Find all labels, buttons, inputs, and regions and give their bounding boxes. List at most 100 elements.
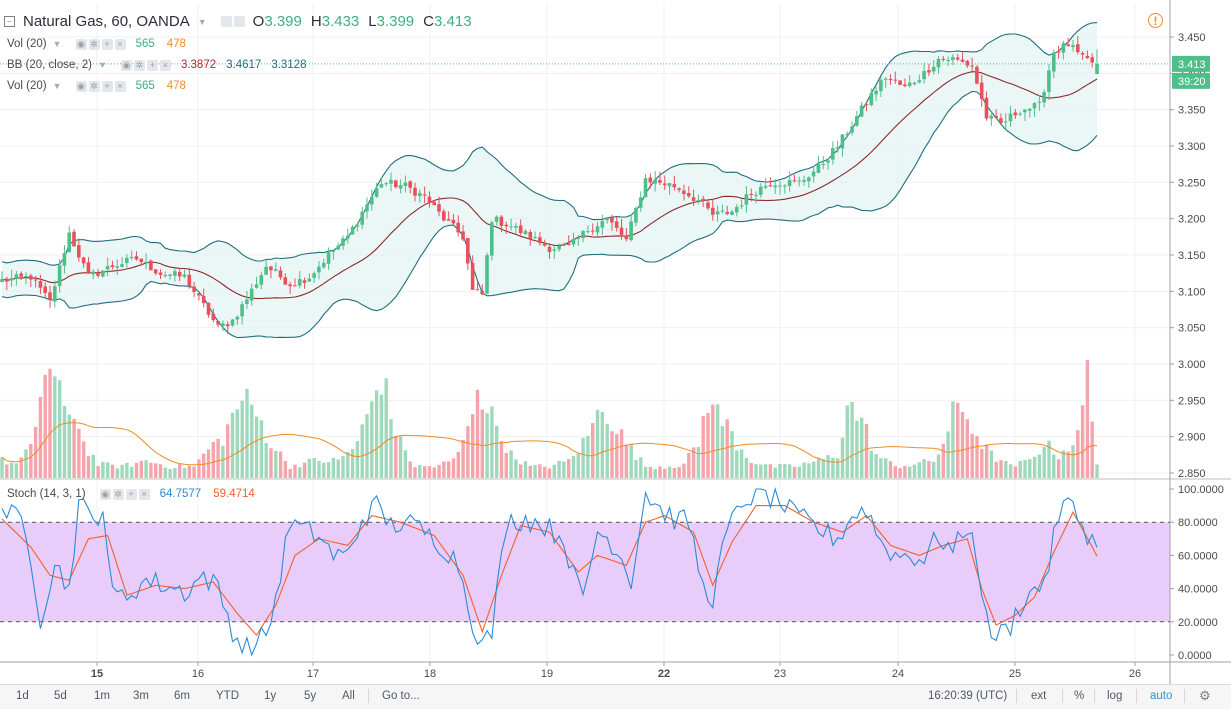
close-icon[interactable]: ×	[114, 80, 126, 92]
volume-bar	[125, 462, 129, 478]
candle-body	[14, 274, 19, 279]
eye-icon[interactable]: ◉	[120, 59, 132, 71]
symbol-title[interactable]: Natural Gas, 60, OANDA	[23, 13, 190, 30]
legend-vol-ma-value: 478	[166, 38, 186, 50]
auto-toggle[interactable]: auto	[1150, 690, 1173, 702]
warning-icon[interactable]: !	[1148, 13, 1163, 28]
volume-bar	[509, 450, 513, 478]
range-5d-button[interactable]: 5d	[54, 690, 67, 702]
price-tick-label: 2.850	[1178, 468, 1206, 480]
range-ytd-button[interactable]: YTD	[216, 690, 239, 702]
range-1y-button[interactable]: 1y	[264, 690, 277, 702]
volume-bar	[475, 389, 480, 478]
range-3m-button[interactable]: 3m	[133, 690, 149, 702]
eye-icon[interactable]: ◉	[75, 80, 87, 92]
settings-gear-icon[interactable]: ⚙	[1199, 688, 1211, 703]
ohlc-high-label: H	[310, 13, 322, 30]
eye-icon[interactable]: ◉	[75, 38, 87, 50]
collapse-icon[interactable]: −	[4, 16, 15, 27]
toolbar-divider	[1184, 689, 1185, 703]
volume-bar	[9, 462, 14, 478]
ext-toggle[interactable]: ext	[1031, 690, 1047, 702]
range-6m-button[interactable]: 6m	[174, 690, 190, 702]
candle-body	[245, 299, 249, 304]
percent-toggle[interactable]: %	[1074, 690, 1085, 702]
stoch-k-line	[1, 486, 1098, 657]
volume-bar	[1042, 447, 1046, 478]
range-all-button[interactable]: All	[342, 690, 355, 702]
dropdown-arrow-icon[interactable]: ▼	[98, 60, 107, 70]
candle-body	[667, 183, 672, 187]
dropdown-arrow-icon[interactable]: ▼	[52, 39, 62, 49]
volume-bar	[211, 442, 215, 478]
volume-bar	[984, 444, 989, 478]
volume-bar	[1061, 450, 1066, 478]
candle-body	[893, 79, 898, 81]
volume-bar	[187, 465, 191, 478]
candle-body	[571, 238, 576, 245]
volume-bar	[38, 397, 43, 478]
candle-body	[802, 180, 806, 182]
candle-body	[177, 272, 182, 277]
legend-vol-name[interactable]: Vol (20)	[7, 38, 47, 50]
settings-icon[interactable]	[233, 16, 245, 27]
candle-body	[297, 279, 302, 286]
candle-body	[696, 200, 701, 202]
candle-body	[725, 212, 729, 214]
range-1m-button[interactable]: 1m	[94, 690, 110, 702]
add-icon[interactable]: +	[101, 38, 113, 50]
candle-body	[975, 66, 979, 84]
goto-button[interactable]: Go to...	[382, 690, 420, 702]
candle-body	[360, 211, 364, 225]
volume-bar	[149, 462, 153, 478]
visibility-icon[interactable]	[220, 16, 232, 27]
dropdown-arrow-icon[interactable]: ▼	[52, 81, 62, 91]
close-icon[interactable]: ×	[138, 488, 150, 500]
candle-body	[81, 257, 86, 264]
close-icon[interactable]: ×	[114, 38, 126, 50]
volume-bar	[82, 441, 86, 478]
volume-bar	[144, 460, 148, 478]
candle-body	[168, 274, 172, 276]
legend-stoch[interactable]: Stoch (14, 3, 1) ◉ ✲ + × 64.7577 59.4714	[7, 488, 255, 500]
candle-body	[57, 265, 62, 286]
volume-bar	[1004, 461, 1008, 478]
volume-bar	[163, 467, 167, 478]
volume-bar	[192, 466, 196, 478]
candle-body	[341, 238, 345, 246]
add-icon[interactable]: +	[146, 59, 158, 71]
candle-body	[547, 246, 552, 252]
log-toggle[interactable]: log	[1107, 690, 1123, 702]
legend-bb-name[interactable]: BB (20, close, 2)	[7, 59, 93, 71]
candle-body	[682, 190, 686, 194]
volume-bar	[720, 426, 725, 478]
settings-icon[interactable]: ✲	[112, 488, 124, 500]
range-5y-button[interactable]: 5y	[304, 690, 317, 702]
add-icon[interactable]: +	[125, 488, 137, 500]
candle-body	[730, 211, 734, 215]
volume-bar	[586, 435, 590, 478]
dropdown-arrow-icon[interactable]: ▼	[197, 16, 207, 27]
add-icon[interactable]: +	[101, 80, 113, 92]
legend-stoch-name[interactable]: Stoch (14, 3, 1)	[7, 488, 86, 500]
legend-vol-2[interactable]: Vol (20) ▼ ◉ ✲ + × 565 478	[7, 80, 186, 92]
legend-bb[interactable]: BB (20, close, 2) ▼ ◉ ✲ + × 3.3872 3.4617 3.…	[7, 59, 307, 71]
legend-vol-name[interactable]: Vol (20)	[7, 80, 47, 92]
range-1d-button[interactable]: 1d	[16, 690, 29, 702]
candle-body	[384, 183, 388, 185]
candle-body	[619, 227, 624, 236]
candlesticks	[0, 36, 1099, 334]
volume-bar	[831, 457, 835, 478]
settings-icon[interactable]: ✲	[133, 59, 145, 71]
settings-icon[interactable]: ✲	[88, 38, 100, 50]
candle-body	[879, 80, 883, 92]
candle-body	[874, 90, 878, 95]
close-icon[interactable]: ×	[159, 59, 171, 71]
settings-icon[interactable]: ✲	[88, 80, 100, 92]
candle-body	[970, 65, 974, 67]
candle-body	[105, 266, 110, 270]
candle-body	[590, 230, 595, 232]
legend-vol-1[interactable]: Vol (20) ▼ ◉ ✲ + × 565 478	[7, 38, 186, 50]
eye-icon[interactable]: ◉	[99, 488, 111, 500]
